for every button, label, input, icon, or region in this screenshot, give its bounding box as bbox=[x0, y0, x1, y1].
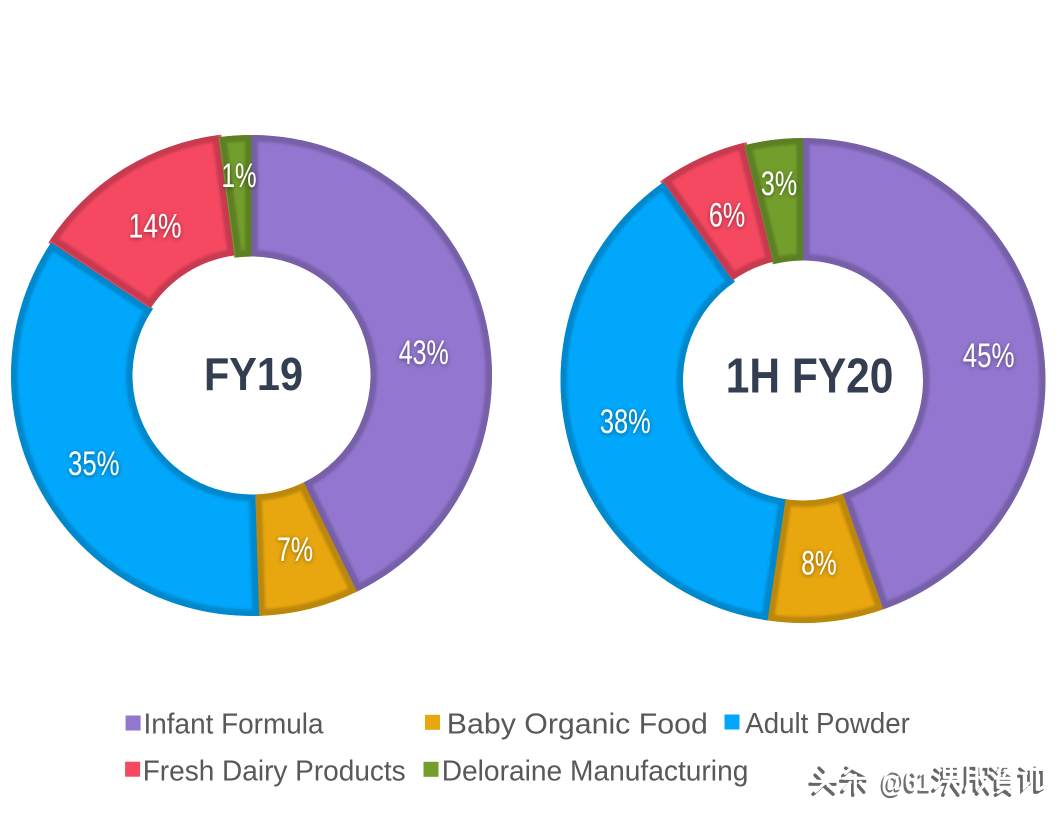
svg-text:Deloraine Manufacturing: Deloraine Manufacturing bbox=[442, 756, 749, 788]
svg-text:6%: 6% bbox=[709, 196, 745, 234]
svg-text:@61: @61 bbox=[879, 767, 929, 800]
svg-text:Baby Organic Food: Baby Organic Food bbox=[447, 709, 708, 741]
svg-text:Fresh Dairy Products: Fresh Dairy Products bbox=[143, 756, 406, 788]
svg-text:7%: 7% bbox=[277, 531, 313, 569]
svg-text:14%: 14% bbox=[129, 208, 182, 246]
svg-text:38%: 38% bbox=[600, 403, 651, 441]
svg-text:@61: @61 bbox=[881, 765, 931, 798]
svg-text:8%: 8% bbox=[801, 545, 836, 583]
svg-text:FY19: FY19 bbox=[204, 348, 303, 400]
svg-text:1H FY20: 1H FY20 bbox=[726, 350, 894, 404]
svg-text:43%: 43% bbox=[399, 334, 449, 372]
svg-text:Adult Powder: Adult Powder bbox=[745, 708, 910, 740]
svg-text:1%: 1% bbox=[222, 157, 257, 195]
svg-text:Infant Formula: Infant Formula bbox=[144, 709, 325, 741]
svg-text:35%: 35% bbox=[68, 445, 120, 483]
svg-text:45%: 45% bbox=[963, 337, 1015, 375]
svg-text:3%: 3% bbox=[761, 165, 797, 203]
